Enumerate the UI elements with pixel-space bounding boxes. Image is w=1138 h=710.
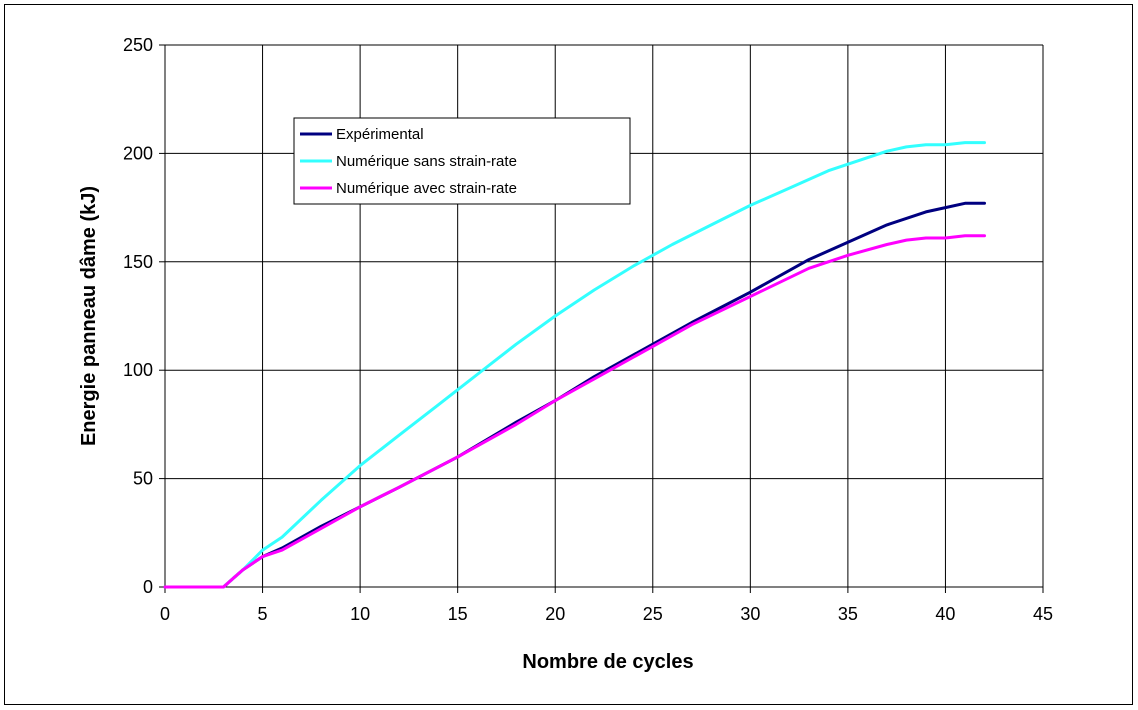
legend-label: Numérique avec strain-rate — [336, 180, 517, 197]
legend: Expérimental Numérique sans strain-rate Nu… — [293, 117, 631, 205]
y-tick-label: 50 — [133, 469, 153, 489]
x-tick-label: 45 — [1033, 604, 1053, 624]
x-axis-title: Nombre de cycles — [522, 651, 693, 673]
legend-label: Expérimental — [336, 126, 424, 143]
series-line — [163, 234, 986, 589]
y-tick-label: 150 — [123, 252, 153, 272]
x-tick-label: 20 — [545, 604, 565, 624]
x-tick-label: 40 — [935, 604, 955, 624]
y-tick-label: 0 — [143, 577, 153, 597]
x-tick-label: 5 — [258, 604, 268, 624]
x-tick-label: 0 — [160, 604, 170, 624]
y-tick-label: 100 — [123, 360, 153, 380]
x-tick-label: 35 — [838, 604, 858, 624]
y-tick-label: 200 — [123, 143, 153, 163]
x-tick-label: 30 — [740, 604, 760, 624]
y-tick-label: 250 — [123, 35, 153, 55]
series-line — [163, 141, 986, 589]
x-tick-label: 15 — [448, 604, 468, 624]
legend-box — [293, 117, 631, 205]
legend-label: Numérique sans strain-rate — [336, 153, 517, 170]
x-tick-label: 25 — [643, 604, 663, 624]
x-tick-label: 10 — [350, 604, 370, 624]
y-axis-title: Energie panneau dâme (kJ) — [78, 186, 100, 446]
